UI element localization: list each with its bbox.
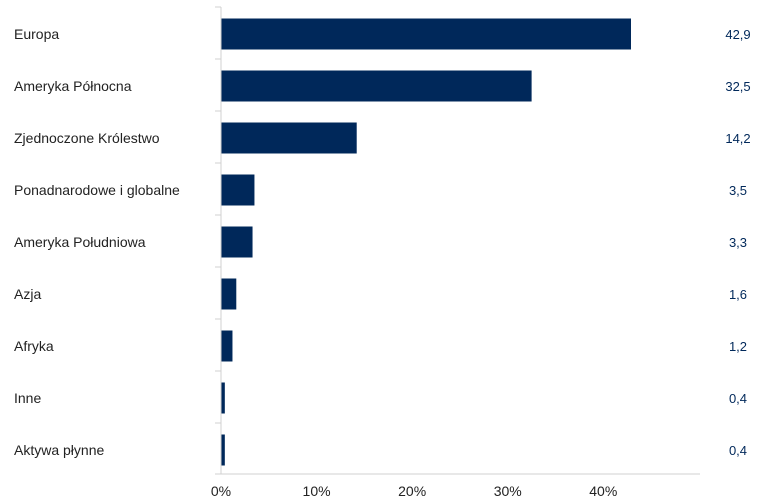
bar [221,226,253,258]
value-label: 0,4 [729,391,747,406]
category-label: Aktywa płynne [14,442,104,458]
category-label: Ameryka Południowa [14,234,146,250]
value-label: 1,6 [729,287,747,302]
category-label: Azja [14,286,41,302]
x-tick-label: 20% [398,483,426,499]
bar [221,278,237,310]
value-label: 3,3 [729,235,747,250]
category-label: Ponadnarodowe i globalne [14,182,180,198]
value-label: 42,9 [725,27,750,42]
value-labels: 42,9 32,5 14,2 3,5 3,3 1,6 1,2 0,4 0,4 [725,27,750,458]
x-tick-label: 40% [589,483,617,499]
bar [221,174,255,206]
x-tick-label: 10% [303,483,331,499]
category-label: Afryka [14,338,54,354]
category-label: Ameryka Północna [14,78,132,94]
value-label: 14,2 [725,131,750,146]
bar [221,18,631,50]
value-label: 1,2 [729,339,747,354]
x-tick-label: 30% [494,483,522,499]
category-label: Inne [14,390,41,406]
bar [221,434,225,466]
value-label: 0,4 [729,443,747,458]
category-label: Europa [14,26,59,42]
axes [215,6,700,475]
value-label: 3,5 [729,183,747,198]
bar [221,382,225,414]
category-labels: Europa Ameryka Północna Zjednoczone Króles… [14,26,180,458]
bars [221,18,631,466]
bar [221,70,532,102]
category-label: Zjednoczone Królestwo [14,130,160,146]
x-tick-labels: 0% 10% 20% 30% 40% [211,483,617,499]
value-label: 32,5 [725,79,750,94]
bar [221,122,357,154]
x-tick-label: 0% [211,483,231,499]
bar [221,330,233,362]
